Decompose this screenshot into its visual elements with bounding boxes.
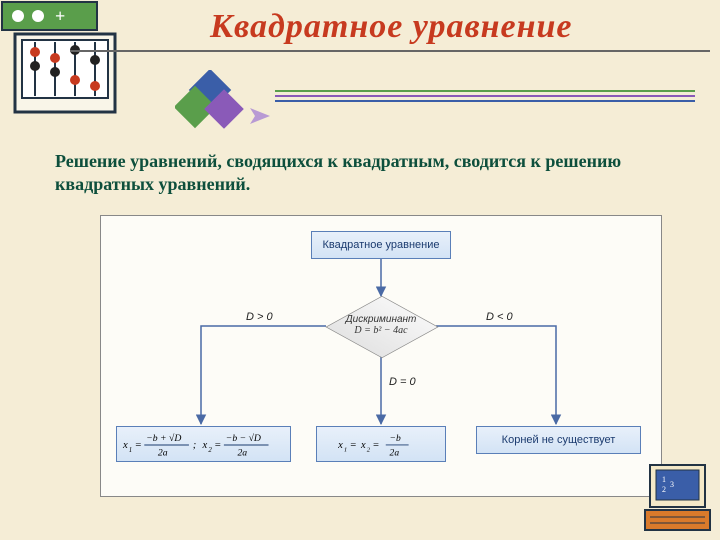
node-one-root: x1 = x2 = −b 2a (316, 426, 446, 462)
svg-text:+: + (55, 6, 65, 26)
decision-line1: Дискриминант (346, 314, 417, 325)
svg-text:2a: 2a (237, 448, 247, 459)
deco-lines (275, 88, 695, 108)
edge-label-left: D > 0 (246, 311, 273, 323)
svg-text:2: 2 (367, 447, 371, 454)
title-underline (70, 50, 710, 52)
svg-text:1: 1 (662, 475, 666, 484)
svg-text:2: 2 (208, 447, 212, 454)
svg-text:−b − √D: −b − √D (226, 433, 261, 444)
svg-text:2a: 2a (390, 448, 400, 458)
svg-text:=: = (135, 439, 142, 451)
subtitle-text: Решение уравнений, сводящихся к квадратн… (55, 150, 655, 197)
svg-text:=: = (350, 440, 357, 451)
edge-label-right: D < 0 (486, 311, 513, 323)
svg-text:x: x (360, 440, 366, 451)
deco-computer-clipart: 1 2 3 (640, 460, 720, 540)
svg-text:−b + √D: −b + √D (146, 433, 181, 444)
svg-text:x: x (122, 439, 128, 451)
svg-text:=: = (372, 440, 379, 451)
page-title: Квадратное уравнение (210, 8, 572, 46)
deco-abacus-clipart: + (0, 0, 130, 120)
edge-label-mid: D = 0 (389, 376, 416, 388)
svg-text:=: = (214, 439, 221, 451)
node-two-roots: x1 = −b + √D 2a ; x2 = −b − √D 2a (116, 426, 291, 462)
decision-line2: D = b² − 4ac (354, 325, 407, 336)
svg-text:x: x (337, 440, 343, 451)
svg-text:1: 1 (129, 447, 132, 454)
svg-text:2: 2 (662, 485, 666, 494)
svg-text:;: ; (193, 439, 197, 451)
flowchart-panel: Квадратное уравнение Дискриминант D = b²… (100, 215, 662, 497)
svg-text:3: 3 (670, 480, 674, 489)
svg-text:2a: 2a (158, 448, 168, 459)
node-no-roots: Корней не существует (476, 426, 641, 454)
deco-diamonds (175, 70, 275, 140)
svg-text:x: x (202, 439, 208, 451)
svg-text:−b: −b (390, 434, 401, 444)
svg-text:1: 1 (344, 447, 347, 454)
node-decision: Дискриминант D = b² − 4ac (326, 296, 436, 356)
node-start: Квадратное уравнение (311, 231, 451, 259)
